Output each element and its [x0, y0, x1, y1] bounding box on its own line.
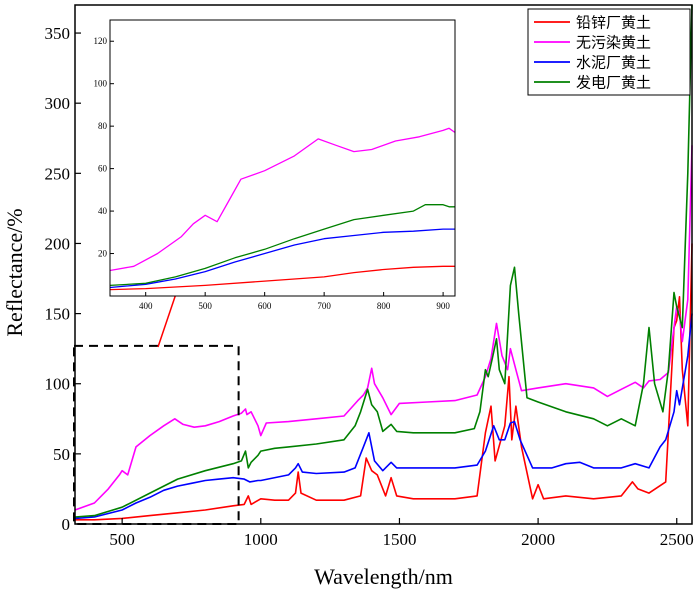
series-line-3	[74, 313, 693, 520]
y-tick-label: 250	[45, 164, 71, 183]
y-axis-label: Reflectance/%	[2, 208, 27, 336]
inset-series-line-2	[109, 127, 456, 272]
inset-y-tick-label: 80	[98, 121, 108, 131]
inset-x-tick-label: 500	[198, 301, 212, 311]
inset-frame	[109, 19, 456, 297]
inset-y-tick-label: 40	[98, 206, 108, 216]
x-tick-label: 2000	[521, 530, 555, 549]
legend-box	[527, 8, 691, 96]
x-tick-label: 1000	[244, 530, 278, 549]
y-tick-label: 200	[45, 234, 71, 253]
plot-frame	[74, 4, 693, 525]
zoom-region-box	[73, 344, 240, 525]
inset-series-line-4	[109, 204, 455, 287]
inset-y-tick-label: 20	[98, 249, 108, 259]
inset-x-tick-label: 800	[377, 301, 391, 311]
inset-y-tick-label: 60	[98, 164, 108, 174]
series-line-1	[75, 243, 693, 521]
main-axis-ticks: 500 1000 1500 2000 2500 0 50 100 150 200 250 300 350	[45, 24, 694, 549]
inset-y-tick-label: 100	[94, 79, 108, 89]
x-tick-label: 1500	[382, 530, 416, 549]
legend-label: 无污染黄土	[576, 34, 651, 52]
x-tick-label: 500	[109, 530, 135, 549]
main-series-group	[74, 4, 693, 521]
inset-series-line-3	[109, 228, 455, 289]
series-line-2	[74, 145, 693, 511]
x-tick-label: 2500	[660, 530, 694, 549]
inset-axis-ticks: 400 500 600 700 800 900 20 40 60 80 100 120	[94, 36, 451, 311]
inset-series-line-1	[109, 265, 455, 291]
inset-y-tick-label: 120	[94, 36, 108, 46]
inset-x-tick-label: 400	[139, 301, 153, 311]
y-tick-label: 350	[45, 24, 71, 43]
legend-label: 水泥厂黄土	[576, 54, 651, 72]
inset-x-tick-label: 600	[258, 301, 272, 311]
x-axis-label: Wavelength/nm	[314, 564, 453, 589]
legend-label: 发电厂黄土	[576, 74, 651, 92]
inset-series-group	[109, 127, 456, 291]
inset-chart: 400 500 600 700 800 900 20 40 60 80 100 120	[94, 19, 456, 311]
legend-label: 铅锌厂黄土	[576, 14, 651, 32]
inset-x-tick-label: 900	[436, 301, 450, 311]
y-tick-label: 0	[62, 515, 71, 534]
y-tick-label: 300	[45, 94, 71, 113]
y-tick-label: 100	[45, 375, 71, 394]
y-tick-label: 150	[45, 305, 71, 324]
y-tick-label: 50	[53, 445, 70, 464]
inset-x-tick-label: 700	[317, 301, 331, 311]
series-line-4	[74, 4, 693, 518]
